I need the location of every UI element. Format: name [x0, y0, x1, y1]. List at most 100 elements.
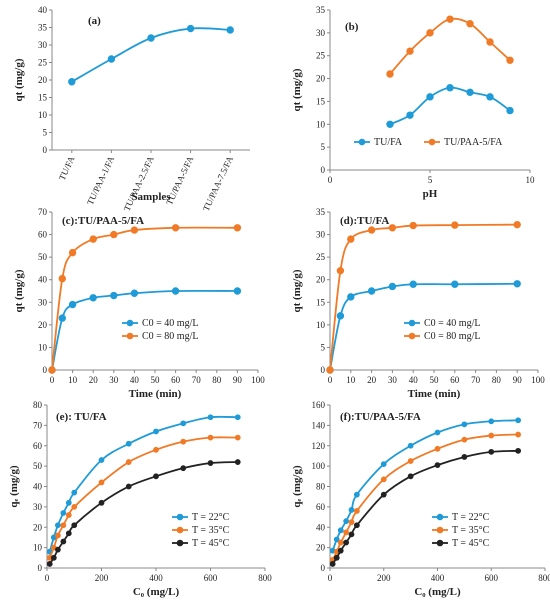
data-point — [333, 554, 340, 561]
data-point — [347, 235, 355, 243]
legend-swatch-marker — [176, 526, 184, 534]
series-0 — [68, 24, 234, 86]
data-point — [71, 489, 78, 496]
x-tick-label: 20 — [89, 375, 99, 385]
data-point — [406, 47, 414, 55]
data-point — [329, 561, 336, 567]
y-tick-label: 30 — [316, 230, 326, 240]
x-tick-label: 30 — [109, 375, 119, 385]
y-tick-label: 20 — [33, 522, 43, 532]
data-point — [233, 287, 242, 295]
y-tick-label: 40 — [316, 522, 326, 532]
y-tick-label: 0 — [321, 563, 326, 573]
data-point — [446, 15, 454, 23]
x-tick-label: 0 — [45, 573, 50, 583]
y-tick-label: 20 — [38, 320, 48, 330]
data-point — [180, 465, 187, 472]
data-point — [130, 289, 139, 297]
y-axis-label: qt (mg/g) — [13, 269, 25, 312]
data-point — [58, 314, 66, 322]
data-point — [367, 226, 376, 234]
x-axis-label: Time (min) — [129, 388, 182, 400]
legend-swatch-marker — [176, 539, 184, 547]
legend-label: T = 45°C — [192, 538, 230, 549]
y-tick-label: 0 — [43, 365, 48, 375]
y-tick-label: 80 — [33, 400, 43, 410]
data-point — [147, 34, 155, 42]
legend-swatch-marker — [408, 332, 416, 340]
data-point — [426, 93, 434, 101]
x-tick-label: 0 — [328, 573, 333, 583]
data-point — [50, 554, 57, 561]
data-point — [153, 428, 159, 435]
panel-title: (d):TU/FA — [340, 215, 389, 227]
y-tick-label: 140 — [312, 420, 326, 430]
x-tick-label: 0 — [50, 375, 55, 385]
data-point — [89, 294, 97, 302]
legend: C0 = 40 mg/L C0 = 80 mg/L — [122, 318, 198, 342]
x-tick-label: 0 — [328, 375, 333, 385]
data-point — [434, 462, 441, 469]
data-point — [186, 24, 195, 33]
data-point — [180, 438, 187, 445]
legend-label: C0 = 80 mg/L — [142, 331, 198, 342]
y-tick-label: 70 — [33, 420, 43, 430]
data-point — [407, 442, 414, 449]
data-point — [486, 93, 494, 101]
x-category-label: TU/PAA-7.5/FA — [201, 154, 235, 212]
panel-d: 0 5 10 15 20 25 30 35 0 10 20 30 40 50 60 70 80 90 100 Time… — [291, 207, 545, 400]
legend: T = 22°C T = 35°C T = 45°C — [172, 512, 230, 549]
legend: C0 = 40 mg/L C0 = 80 mg/L — [404, 318, 480, 342]
x-tick-label: 100 — [251, 375, 265, 385]
series-c0-40-mg-l — [326, 280, 521, 374]
legend-label: C0 = 80 mg/L — [424, 331, 480, 342]
x-axis-label: C₀ (mg/L) — [133, 586, 180, 598]
y-tick-label: 10 — [38, 342, 48, 352]
data-point — [488, 432, 495, 439]
x-tick-label: 10 — [68, 375, 78, 385]
legend-swatch-marker — [428, 138, 436, 146]
x-tick-label: 10 — [346, 375, 356, 385]
y-tick-label: 0 — [321, 365, 326, 375]
data-point — [506, 106, 514, 115]
y-tick-label: 5 — [321, 142, 326, 152]
series-line — [51, 226, 238, 371]
y-tick-label: 0 — [43, 145, 48, 155]
data-point — [65, 499, 72, 506]
x-category-label: TU/PAA-2.5/FA — [122, 154, 156, 212]
y-tick-label: 5 — [43, 128, 48, 138]
data-point — [60, 510, 67, 516]
x-axis-label: pH — [423, 188, 438, 200]
x-tick-label: 200 — [95, 573, 109, 583]
data-point — [171, 287, 180, 295]
y-tick-label: 30 — [38, 297, 48, 307]
data-point — [71, 522, 78, 529]
data-point — [153, 446, 159, 453]
data-point — [407, 473, 414, 480]
y-tick-label: 10 — [316, 320, 326, 330]
data-point — [386, 70, 394, 78]
legend-swatch-marker — [176, 513, 184, 521]
data-point — [409, 280, 417, 288]
data-point — [515, 431, 522, 438]
legend-swatch-marker — [126, 319, 134, 327]
legend-label: T = 22°C — [192, 512, 230, 523]
series-t-22-c — [329, 417, 522, 554]
x-tick-label: 200 — [377, 573, 391, 583]
data-point — [406, 111, 414, 119]
data-point — [380, 476, 387, 483]
y-tick-label: 60 — [38, 230, 48, 240]
data-point — [380, 491, 387, 498]
data-point — [110, 230, 118, 239]
data-point — [71, 503, 78, 510]
series-t-45-c — [46, 459, 241, 567]
data-point — [171, 224, 180, 232]
panel-title: (e): TU/FA — [56, 411, 107, 423]
data-point — [343, 539, 350, 546]
y-tick-label: 15 — [316, 297, 326, 307]
data-point — [451, 280, 459, 288]
legend-label: T = 45°C — [452, 538, 490, 549]
x-tick-label: 80 — [492, 375, 502, 385]
x-tick-label: 40 — [130, 375, 140, 385]
data-point — [207, 414, 214, 421]
